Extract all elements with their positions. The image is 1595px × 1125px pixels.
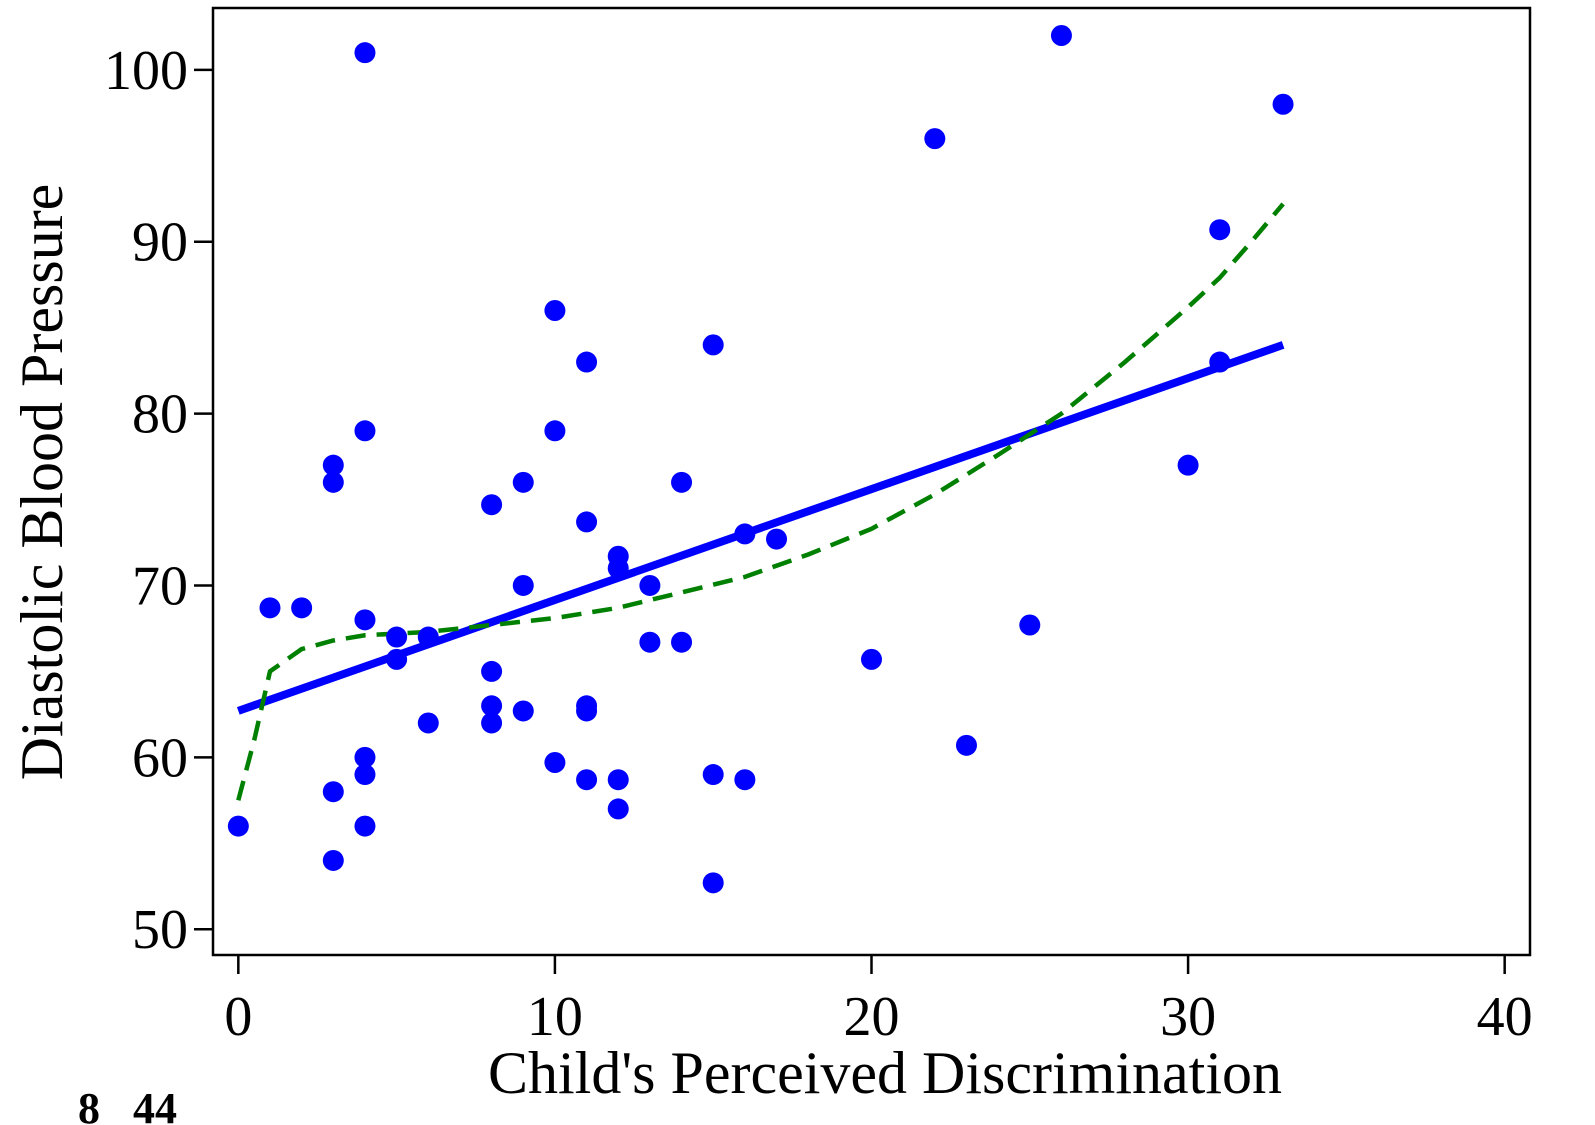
x-axis: 0 10 20 30 40 <box>224 955 1533 1048</box>
stray-text: 8 44 <box>78 1084 177 1125</box>
data-point <box>544 752 566 774</box>
data-point <box>1209 219 1231 241</box>
data-point <box>354 609 376 631</box>
data-point <box>386 626 408 648</box>
data-point <box>1019 614 1041 636</box>
linear-fit-line <box>236 341 1285 715</box>
y-tick-label: 90 <box>132 212 188 274</box>
data-point <box>354 42 376 64</box>
data-point <box>1272 93 1294 115</box>
fit-lines <box>236 202 1285 801</box>
data-point <box>671 631 693 653</box>
data-point <box>544 420 566 442</box>
data-point <box>354 764 376 786</box>
data-point <box>1177 454 1199 476</box>
y-tick-label: 50 <box>132 899 188 961</box>
data-point <box>354 420 376 442</box>
data-point <box>544 299 566 321</box>
data-point <box>639 631 661 653</box>
data-point <box>1050 24 1072 46</box>
y-tick-label: 70 <box>132 555 188 617</box>
data-point <box>386 648 408 670</box>
data-point <box>955 734 977 756</box>
data-point <box>259 597 281 619</box>
data-point <box>512 471 534 493</box>
data-point <box>512 574 534 596</box>
y-tick-label: 60 <box>132 727 188 789</box>
data-point <box>291 597 313 619</box>
data-point <box>924 128 946 150</box>
data-point <box>702 872 724 894</box>
x-tick-label: 30 <box>1160 986 1216 1048</box>
data-point <box>671 471 693 493</box>
data-point <box>702 334 724 356</box>
y-axis-title: Diastolic Blood Pressure <box>9 184 75 781</box>
smooth-fit-line <box>236 202 1285 801</box>
data-point <box>734 523 756 545</box>
data-point <box>354 746 376 768</box>
data-point <box>322 781 344 803</box>
data-point <box>861 648 882 670</box>
data-point <box>607 769 629 791</box>
data-point <box>417 712 439 734</box>
data-point <box>639 574 661 596</box>
data-point <box>607 557 629 579</box>
data-point <box>322 471 344 493</box>
data-point <box>702 764 724 786</box>
data-point <box>417 626 439 648</box>
data-point <box>481 695 503 717</box>
data-point <box>481 494 503 516</box>
x-tick-label: 10 <box>527 986 583 1048</box>
x-tick-label: 0 <box>224 986 252 1048</box>
y-axis: 50 60 70 80 90 100 <box>104 40 213 961</box>
data-point <box>227 815 249 837</box>
data-point <box>734 769 756 791</box>
data-points <box>227 24 1294 894</box>
data-point <box>766 528 788 550</box>
data-point <box>576 351 598 373</box>
data-point <box>576 700 598 722</box>
x-axis-title: Child's Perceived Discrimination <box>488 1040 1282 1106</box>
data-point <box>322 849 344 871</box>
x-tick-label: 40 <box>1477 986 1533 1048</box>
plot-frame <box>211 6 1532 957</box>
data-point <box>481 660 503 682</box>
data-point <box>512 700 534 722</box>
data-point <box>354 815 376 837</box>
y-tick-label: 80 <box>132 384 188 446</box>
data-point <box>322 454 344 476</box>
data-point <box>607 798 629 820</box>
y-tick-label: 100 <box>104 40 188 102</box>
data-point <box>576 769 598 791</box>
data-point <box>1209 351 1231 373</box>
x-tick-label: 20 <box>844 986 900 1048</box>
data-point <box>576 511 598 533</box>
data-point <box>481 712 503 734</box>
